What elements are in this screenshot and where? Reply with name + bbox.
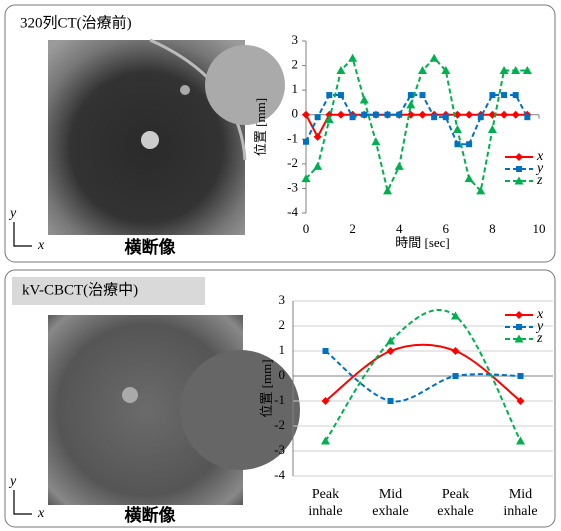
data-point — [516, 437, 525, 445]
axis-icon — [14, 222, 32, 514]
x-tick-label: 8 — [489, 221, 496, 236]
data-point — [431, 114, 437, 120]
data-point — [361, 112, 367, 118]
ct-structure — [180, 85, 190, 95]
data-point — [383, 186, 392, 194]
y-tick-label: -4 — [274, 467, 285, 482]
image-label: 横断像 — [125, 505, 177, 526]
panel-header: kV-CBCT(治療中) — [22, 281, 138, 298]
data-point — [338, 92, 344, 98]
ct-structure — [122, 387, 138, 403]
canvas: 320列CT(治療前) kV-CBCT(治療中) y x y x 横断像 横断像… — [0, 0, 561, 531]
legend-marker — [515, 311, 523, 319]
data-point — [488, 125, 497, 133]
icon-x: x — [37, 506, 45, 521]
data-point — [408, 92, 414, 98]
y-axis-label: 位置 [mm] — [253, 98, 268, 156]
data-point — [373, 112, 379, 118]
icon-x: x — [37, 238, 45, 253]
y-tick-label: -2 — [287, 155, 298, 170]
data-point — [451, 312, 460, 320]
data-point — [302, 111, 310, 119]
data-point — [478, 114, 484, 120]
data-point — [323, 348, 329, 354]
data-point — [513, 92, 519, 98]
y-tick-label: -2 — [274, 417, 285, 432]
data-point — [314, 133, 322, 141]
x-tick-label: 2 — [349, 221, 356, 236]
data-point — [430, 54, 439, 62]
x-tick-label: 6 — [443, 221, 450, 236]
data-point — [465, 111, 473, 119]
legend-label: z — [536, 331, 543, 346]
x-tick-label: Peak exhale — [431, 486, 481, 520]
y-tick-label: 1 — [292, 81, 299, 96]
series-line — [306, 95, 527, 144]
y-tick-label: 0 — [292, 106, 299, 121]
x-tick-label: Mid exhale — [366, 486, 416, 520]
x-tick-label: Mid inhale — [496, 486, 546, 520]
data-point — [512, 111, 520, 119]
data-point — [518, 373, 524, 379]
data-point — [303, 139, 309, 145]
y-tick-label: -1 — [274, 392, 285, 407]
series-line — [306, 115, 527, 137]
figure: 320列CT(治療前) kV-CBCT(治療中) y x y x 横断像 横断像… — [0, 0, 561, 531]
data-point — [315, 114, 321, 120]
y-tick-label: -3 — [274, 442, 285, 457]
data-point — [387, 347, 395, 355]
data-point — [452, 347, 460, 355]
data-point — [420, 92, 426, 98]
data-point — [313, 162, 322, 170]
y-tick-label: -4 — [287, 204, 298, 219]
data-point — [466, 141, 472, 147]
data-point — [465, 174, 474, 182]
legend-marker — [516, 166, 522, 172]
y-tick-label: 0 — [279, 367, 286, 382]
x-tick-label: 10 — [533, 221, 546, 236]
data-point — [337, 111, 345, 119]
ct-structure — [205, 45, 285, 125]
data-point — [489, 92, 495, 98]
data-point — [454, 141, 460, 147]
ct-structure — [141, 131, 159, 149]
data-point — [371, 137, 380, 145]
data-point — [453, 373, 459, 379]
data-point — [453, 125, 462, 133]
data-point — [348, 54, 357, 62]
data-point — [443, 114, 449, 120]
y-tick-label: 3 — [279, 292, 286, 307]
y-tick-label: 2 — [292, 57, 299, 72]
legend-marker — [516, 324, 522, 330]
x-tick-label: 0 — [303, 221, 310, 236]
data-point — [406, 100, 415, 108]
panel-header: 320列CT(治療前) — [20, 14, 132, 31]
data-point — [388, 398, 394, 404]
x-axis-label: 時間 [sec] — [395, 235, 450, 250]
data-point — [350, 114, 356, 120]
icon-y: y — [8, 474, 17, 489]
x-tick-label: 4 — [396, 221, 403, 236]
x-tick-label: Peak inhale — [301, 486, 351, 520]
data-point — [360, 95, 369, 103]
legend-marker — [515, 153, 523, 161]
y-axis-label: 位置 [mm] — [259, 359, 274, 417]
y-tick-label: -3 — [287, 179, 298, 194]
y-tick-label: 1 — [279, 342, 286, 357]
y-tick-label: -1 — [287, 130, 298, 145]
data-point — [396, 112, 402, 118]
data-point — [395, 162, 404, 170]
legend-label: z — [536, 173, 543, 188]
image-label: 横断像 — [125, 237, 177, 258]
data-point — [524, 114, 530, 120]
y-tick-label: 2 — [279, 317, 286, 332]
data-point — [500, 111, 508, 119]
data-point — [385, 112, 391, 118]
data-point — [326, 92, 332, 98]
y-tick-label: 3 — [292, 32, 299, 47]
series-line — [306, 58, 527, 191]
data-point — [419, 111, 427, 119]
icon-y: y — [8, 206, 17, 221]
data-point — [501, 92, 507, 98]
